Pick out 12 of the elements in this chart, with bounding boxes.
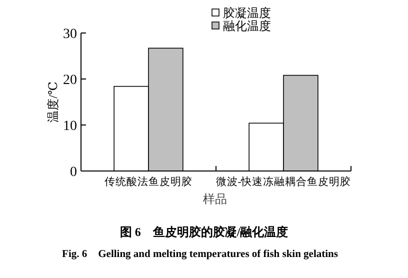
y-tick-label: 30	[63, 26, 77, 42]
y-tick-label: 20	[63, 72, 77, 88]
x-axis-title: 样品	[203, 192, 227, 206]
y-tick-label: 10	[63, 118, 77, 134]
y-tick-label: 0	[70, 164, 77, 180]
legend-label: 融化温度	[223, 19, 271, 34]
text: Fig. 6 Gelling and melting temperatures of fish skin gelatins	[62, 249, 338, 260]
legend-label: 胶凝温度	[223, 6, 271, 20]
text: 图 6 鱼皮明胶的胶凝/融化温度	[120, 225, 288, 239]
x-tick-label: 传统酸法鱼皮明胶	[104, 175, 192, 188]
x-tick-label: 微波-快速冻融耦合鱼皮明胶	[216, 175, 352, 188]
y-axis-title: 温度/℃	[46, 82, 60, 122]
